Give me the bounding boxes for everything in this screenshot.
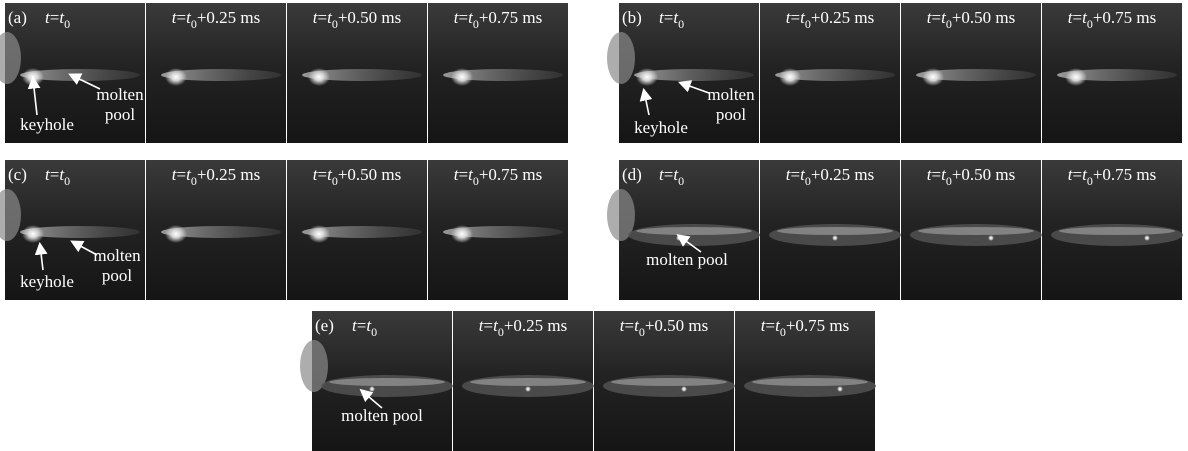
frame: t=t0+0.25 ms <box>760 3 900 143</box>
annotation-line: molten <box>96 85 144 104</box>
keyhole-glow <box>451 225 473 243</box>
frame: t=t0+0.25 ms <box>146 160 286 300</box>
pool-highlight <box>752 378 868 386</box>
nozzle <box>607 32 635 84</box>
annotation-line: pool <box>716 105 747 124</box>
spark <box>525 386 531 392</box>
keyhole-glow <box>636 68 658 86</box>
panel-label: (a) <box>8 8 27 27</box>
annotation-line: molten <box>93 246 141 265</box>
annotation-line: keyhole <box>634 118 688 137</box>
keyhole-glow <box>22 225 44 243</box>
frame: t=t0+0.75 ms <box>735 311 876 451</box>
frame: t=t0+0.25 ms <box>453 311 594 451</box>
pool-highlight <box>636 227 752 235</box>
frame: t=t0+0.75 ms <box>1042 160 1183 300</box>
annotation: molten pool <box>646 250 728 269</box>
frame: t=t0+0.75 ms <box>1042 3 1182 143</box>
annotation: keyhole <box>20 272 74 291</box>
annotation: keyhole <box>634 118 688 137</box>
annotation-line: keyhole <box>20 272 74 291</box>
pool-highlight <box>918 227 1034 235</box>
spark <box>369 386 375 392</box>
annotation-line: pool <box>105 105 136 124</box>
spark <box>988 235 994 241</box>
annotation-line: molten <box>707 85 755 104</box>
annotation-line: molten pool <box>646 250 728 269</box>
panel-label: (d) <box>622 165 642 184</box>
frame: t=t0(d) <box>607 160 760 300</box>
spark <box>832 235 838 241</box>
annotation: keyhole <box>20 115 74 134</box>
frame: t=t0+0.50 ms <box>901 160 1042 300</box>
frame: t=t0+0.75 ms <box>428 3 568 143</box>
keyhole-glow <box>1065 68 1087 86</box>
frame: t=t0+0.50 ms <box>287 3 427 143</box>
pool-highlight <box>1059 227 1175 235</box>
pool-highlight <box>611 378 727 386</box>
spark <box>837 386 843 392</box>
panel-label: (b) <box>622 8 642 27</box>
frame: t=t0+0.50 ms <box>901 3 1041 143</box>
annotation-line: pool <box>102 266 133 285</box>
pool-highlight <box>777 227 893 235</box>
pool-highlight <box>329 378 445 386</box>
figure: t=t0(a)t=t0+0.25 mst=t0+0.50 mst=t0+0.75… <box>0 0 1188 451</box>
annotation-line: keyhole <box>20 115 74 134</box>
frame: t=t0+0.50 ms <box>287 160 427 300</box>
keyhole-glow <box>165 68 187 86</box>
keyhole-glow <box>451 68 473 86</box>
panel-label: (e) <box>315 316 334 335</box>
spark <box>1144 235 1150 241</box>
keyhole-glow <box>165 225 187 243</box>
frame: t=t0+0.75 ms <box>428 160 568 300</box>
keyhole-glow <box>922 68 944 86</box>
keyhole-glow <box>308 68 330 86</box>
keyhole-glow <box>308 225 330 243</box>
panel-label: (c) <box>8 165 27 184</box>
keyhole-glow <box>779 68 801 86</box>
frame: t=t0+0.50 ms <box>594 311 735 451</box>
annotation: molten pool <box>341 406 423 425</box>
frame: t=t0+0.25 ms <box>760 160 901 300</box>
pool-highlight <box>470 378 586 386</box>
frame: t=t0(e) <box>300 311 453 451</box>
spark <box>681 386 687 392</box>
frame: t=t0+0.25 ms <box>146 3 286 143</box>
annotation-line: molten pool <box>341 406 423 425</box>
